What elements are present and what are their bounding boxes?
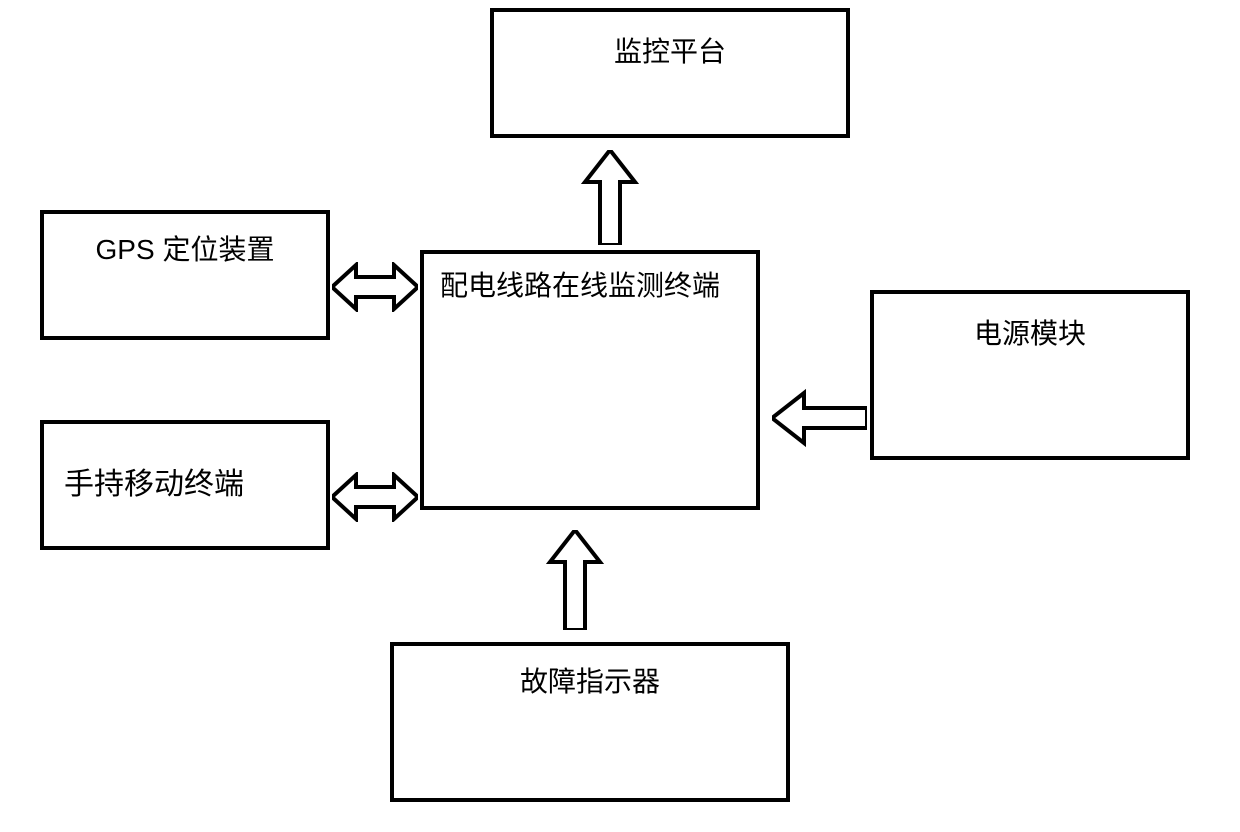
diagram-container: 监控平台 配电线路在线监测终端 GPS 定位装置 手持移动终端 电源模块 故障指… (0, 0, 1240, 832)
node-label: 监控平台 (614, 32, 726, 71)
node-power-module: 电源模块 (870, 290, 1190, 460)
node-label: 配电线路在线监测终端 (440, 266, 720, 305)
arrow-left-icon (772, 388, 867, 448)
node-label: 手持移动终端 (64, 464, 244, 506)
node-label: GPS 定位装置 (96, 230, 275, 269)
arrow-up-icon (545, 530, 605, 630)
node-gps-device: GPS 定位装置 (40, 210, 330, 340)
node-handheld-terminal: 手持移动终端 (40, 420, 330, 550)
node-label: 故障指示器 (520, 662, 660, 701)
node-label: 电源模块 (974, 314, 1086, 353)
arrow-up-icon (580, 150, 640, 245)
node-monitoring-platform: 监控平台 (490, 8, 850, 138)
node-fault-indicator: 故障指示器 (390, 642, 790, 802)
arrow-double-horizontal-icon (332, 472, 418, 522)
arrow-double-horizontal-icon (332, 262, 418, 312)
node-center-terminal: 配电线路在线监测终端 (420, 250, 760, 510)
